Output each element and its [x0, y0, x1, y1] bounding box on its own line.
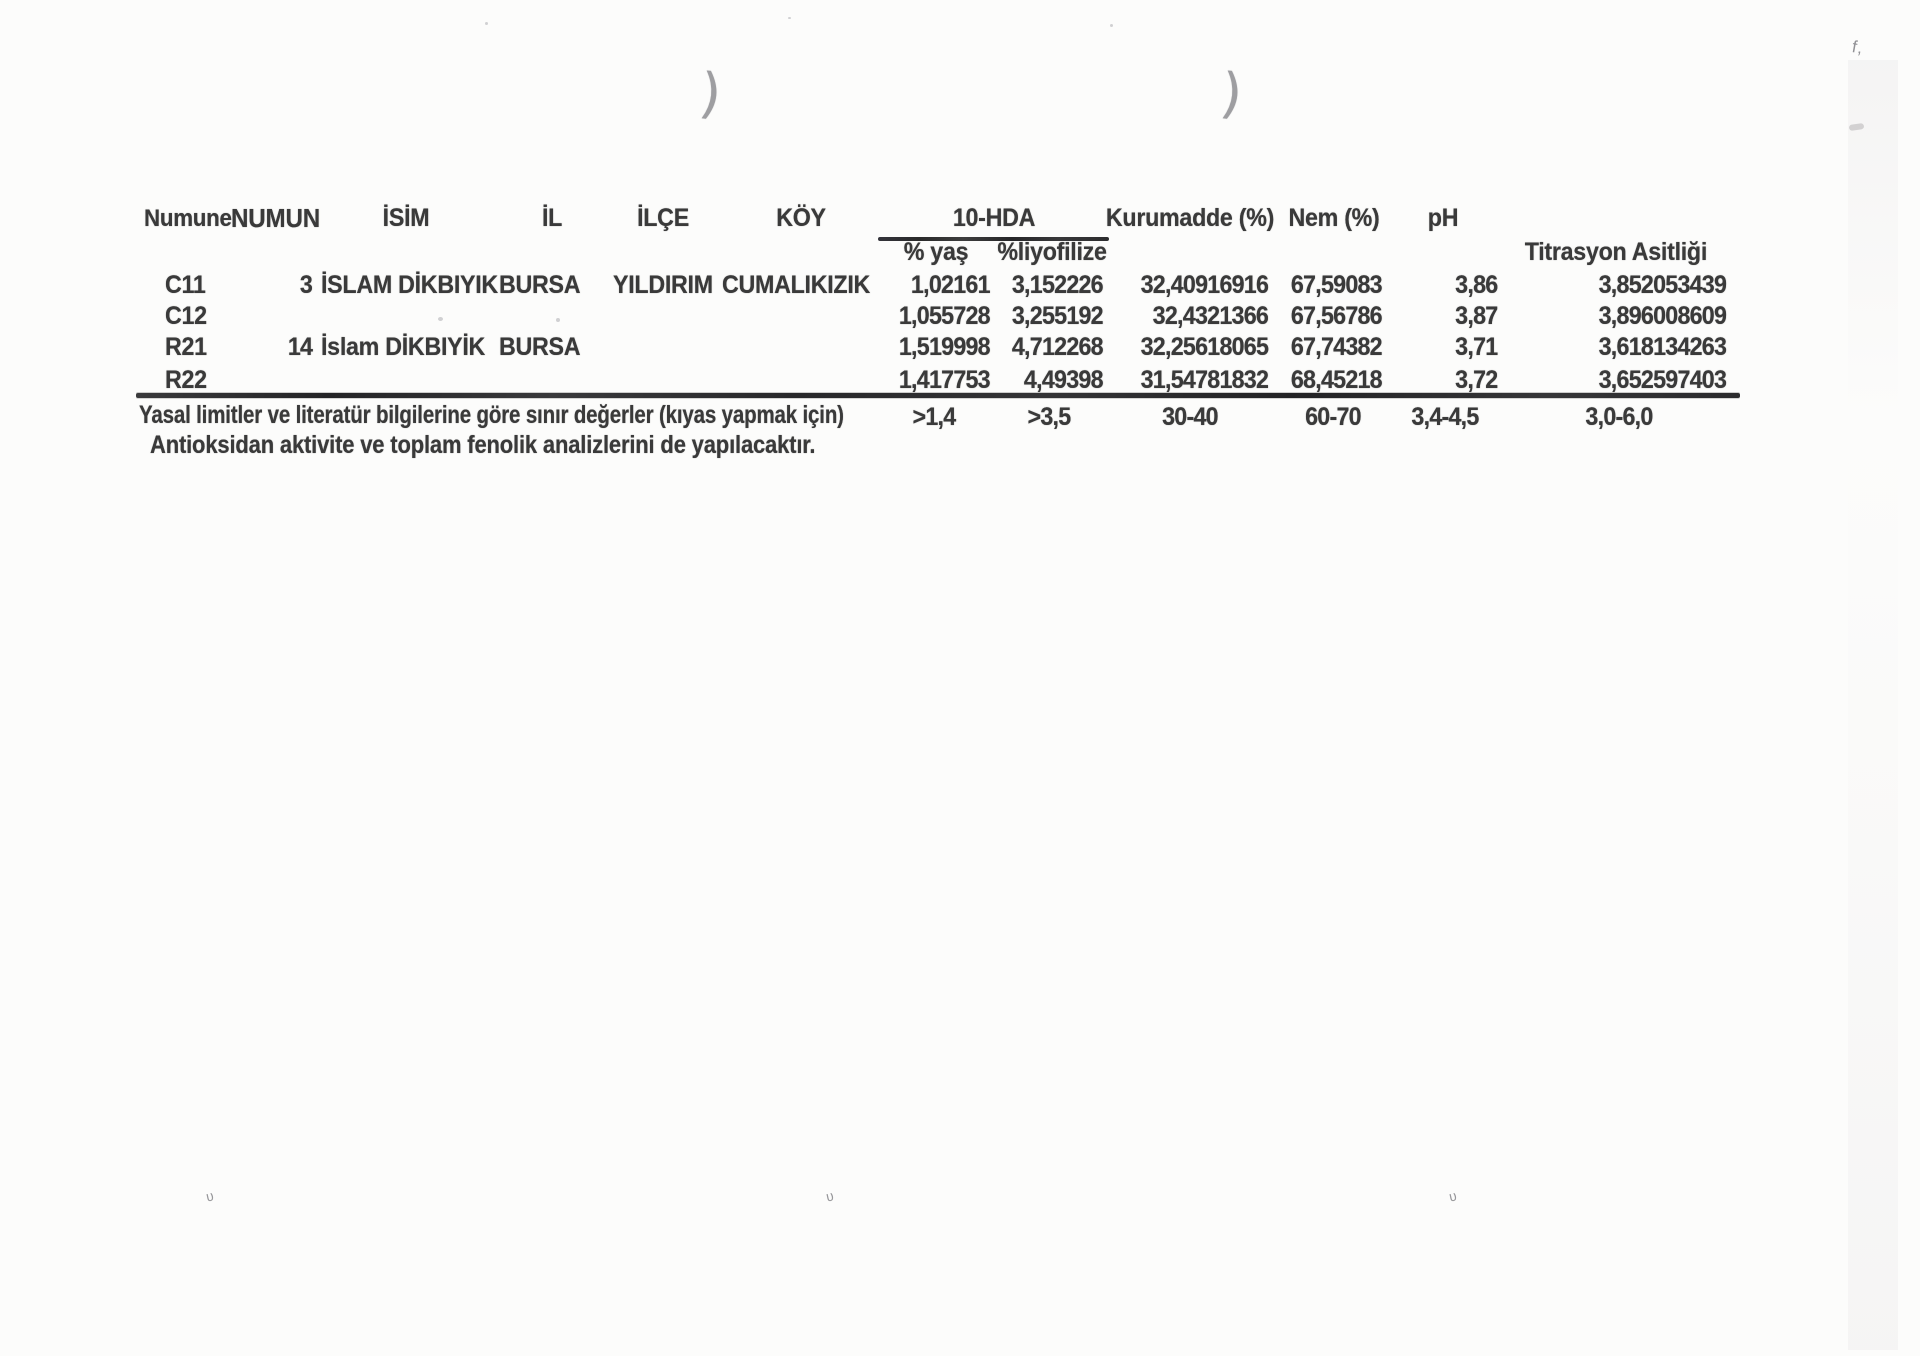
column-header-numune: NUMUN — [231, 203, 321, 233]
dust-speck — [1110, 24, 1113, 27]
row-ph-value: 3,86 — [1454, 271, 1498, 299]
column-header-10hda: 10-HDA — [952, 204, 1036, 232]
subheader-liyofilize: %liyofilize — [997, 238, 1107, 266]
row-yas-value: 1,02161 — [911, 271, 991, 299]
pen-scratch-mark: f, — [1850, 37, 1866, 58]
row-nem-value: 68,45218 — [1290, 366, 1383, 394]
row-producer-name: İslam DİKBIYİK — [321, 333, 486, 361]
row-yas-value: 1,519998 — [898, 333, 991, 361]
row-liyofilize-value: 3,152226 — [1011, 271, 1104, 299]
column-header-kurumadde: Kurumadde (%) — [1105, 204, 1275, 232]
dust-speck — [438, 317, 443, 321]
subheader-titrasyon-asitligi: Titrasyon Asitliği — [1524, 238, 1708, 266]
column-header-ilce: İLÇE — [637, 204, 689, 232]
limit-titrasyon: 3,0-6,0 — [1585, 403, 1653, 431]
limit-kurumadde: 30-40 — [1162, 403, 1218, 431]
row-il: BURSA — [499, 333, 581, 361]
row-ph-value: 3,71 — [1454, 333, 1498, 361]
table-bottom-rule — [136, 393, 1740, 398]
row-ilce: YILDIRIM — [613, 271, 713, 299]
row-producer-no: 3 — [299, 271, 313, 299]
row-yas-value: 1,417753 — [898, 366, 991, 394]
row-nem-value: 67,59083 — [1290, 271, 1383, 299]
row-nem-value: 67,56786 — [1290, 302, 1383, 330]
pen-paren-mark-left: ) — [696, 61, 725, 126]
row-liyofilize-value: 4,49398 — [1024, 366, 1104, 394]
row-kurumadde-value: 32,4321366 — [1152, 302, 1269, 330]
column-header-nem: Nem (%) — [1288, 204, 1380, 232]
smudge-mark — [1848, 122, 1865, 132]
row-ph-value: 3,87 — [1454, 302, 1498, 330]
row-nem-value: 67,74382 — [1290, 333, 1383, 361]
scan-edge-shading — [1848, 60, 1898, 1350]
scan-curl-mark: ʋ — [824, 1187, 836, 1205]
row-liyofilize-value: 4,712268 — [1011, 333, 1104, 361]
dust-speck — [788, 17, 791, 19]
column-header-koy: KÖY — [776, 204, 826, 232]
row-id: C12 — [165, 302, 207, 330]
legal-limits-label: Yasal limitler ve literatür bilgilerine … — [139, 401, 844, 429]
row-id: R21 — [165, 333, 207, 361]
analysis-note: Antioksidan aktivite ve toplam fenolik a… — [150, 431, 816, 459]
row-liyofilize-value: 3,255192 — [1011, 302, 1104, 330]
10hda-header-underline — [878, 237, 1109, 241]
limit-yas: >1,4 — [912, 403, 957, 431]
row-titrasyon-value: 3,852053439 — [1598, 271, 1726, 299]
row-il: BURSA — [499, 271, 581, 299]
row-yas-value: 1,055728 — [898, 302, 991, 330]
row-id: C11 — [165, 271, 206, 299]
row-kurumadde-value: 32,40916916 — [1140, 271, 1268, 299]
dust-speck — [485, 22, 488, 25]
row-ph-value: 3,72 — [1454, 366, 1498, 394]
scan-curl-mark: ʋ — [1447, 1187, 1459, 1205]
row-kurumadde-value: 32,25618065 — [1140, 333, 1268, 361]
pen-paren-mark-right: ) — [1217, 61, 1246, 126]
column-header-numune-label: Numune — [144, 205, 232, 232]
column-header-ph: pH — [1427, 204, 1459, 232]
limit-nem: 60-70 — [1305, 403, 1361, 431]
row-titrasyon-value: 3,618134263 — [1598, 333, 1726, 361]
row-koy: CUMALIKIZIK — [722, 271, 871, 299]
subheader-yas: % yaş — [903, 238, 969, 266]
row-titrasyon-value: 3,896008609 — [1598, 302, 1726, 330]
row-producer-no: 14 — [287, 333, 313, 361]
dust-speck — [556, 318, 560, 322]
column-header-il: İL — [541, 204, 563, 232]
limit-liyofilize: >3,5 — [1027, 403, 1072, 431]
row-kurumadde-value: 31,54781832 — [1140, 366, 1268, 394]
column-header-isim: İSİM — [382, 204, 430, 232]
row-titrasyon-value: 3,652597403 — [1598, 366, 1726, 394]
row-producer-name: İSLAM DİKBIYIK — [321, 271, 498, 299]
scan-curl-mark: ʋ — [204, 1187, 216, 1205]
row-id: R22 — [165, 366, 207, 394]
limit-ph: 3,4-4,5 — [1411, 403, 1479, 431]
